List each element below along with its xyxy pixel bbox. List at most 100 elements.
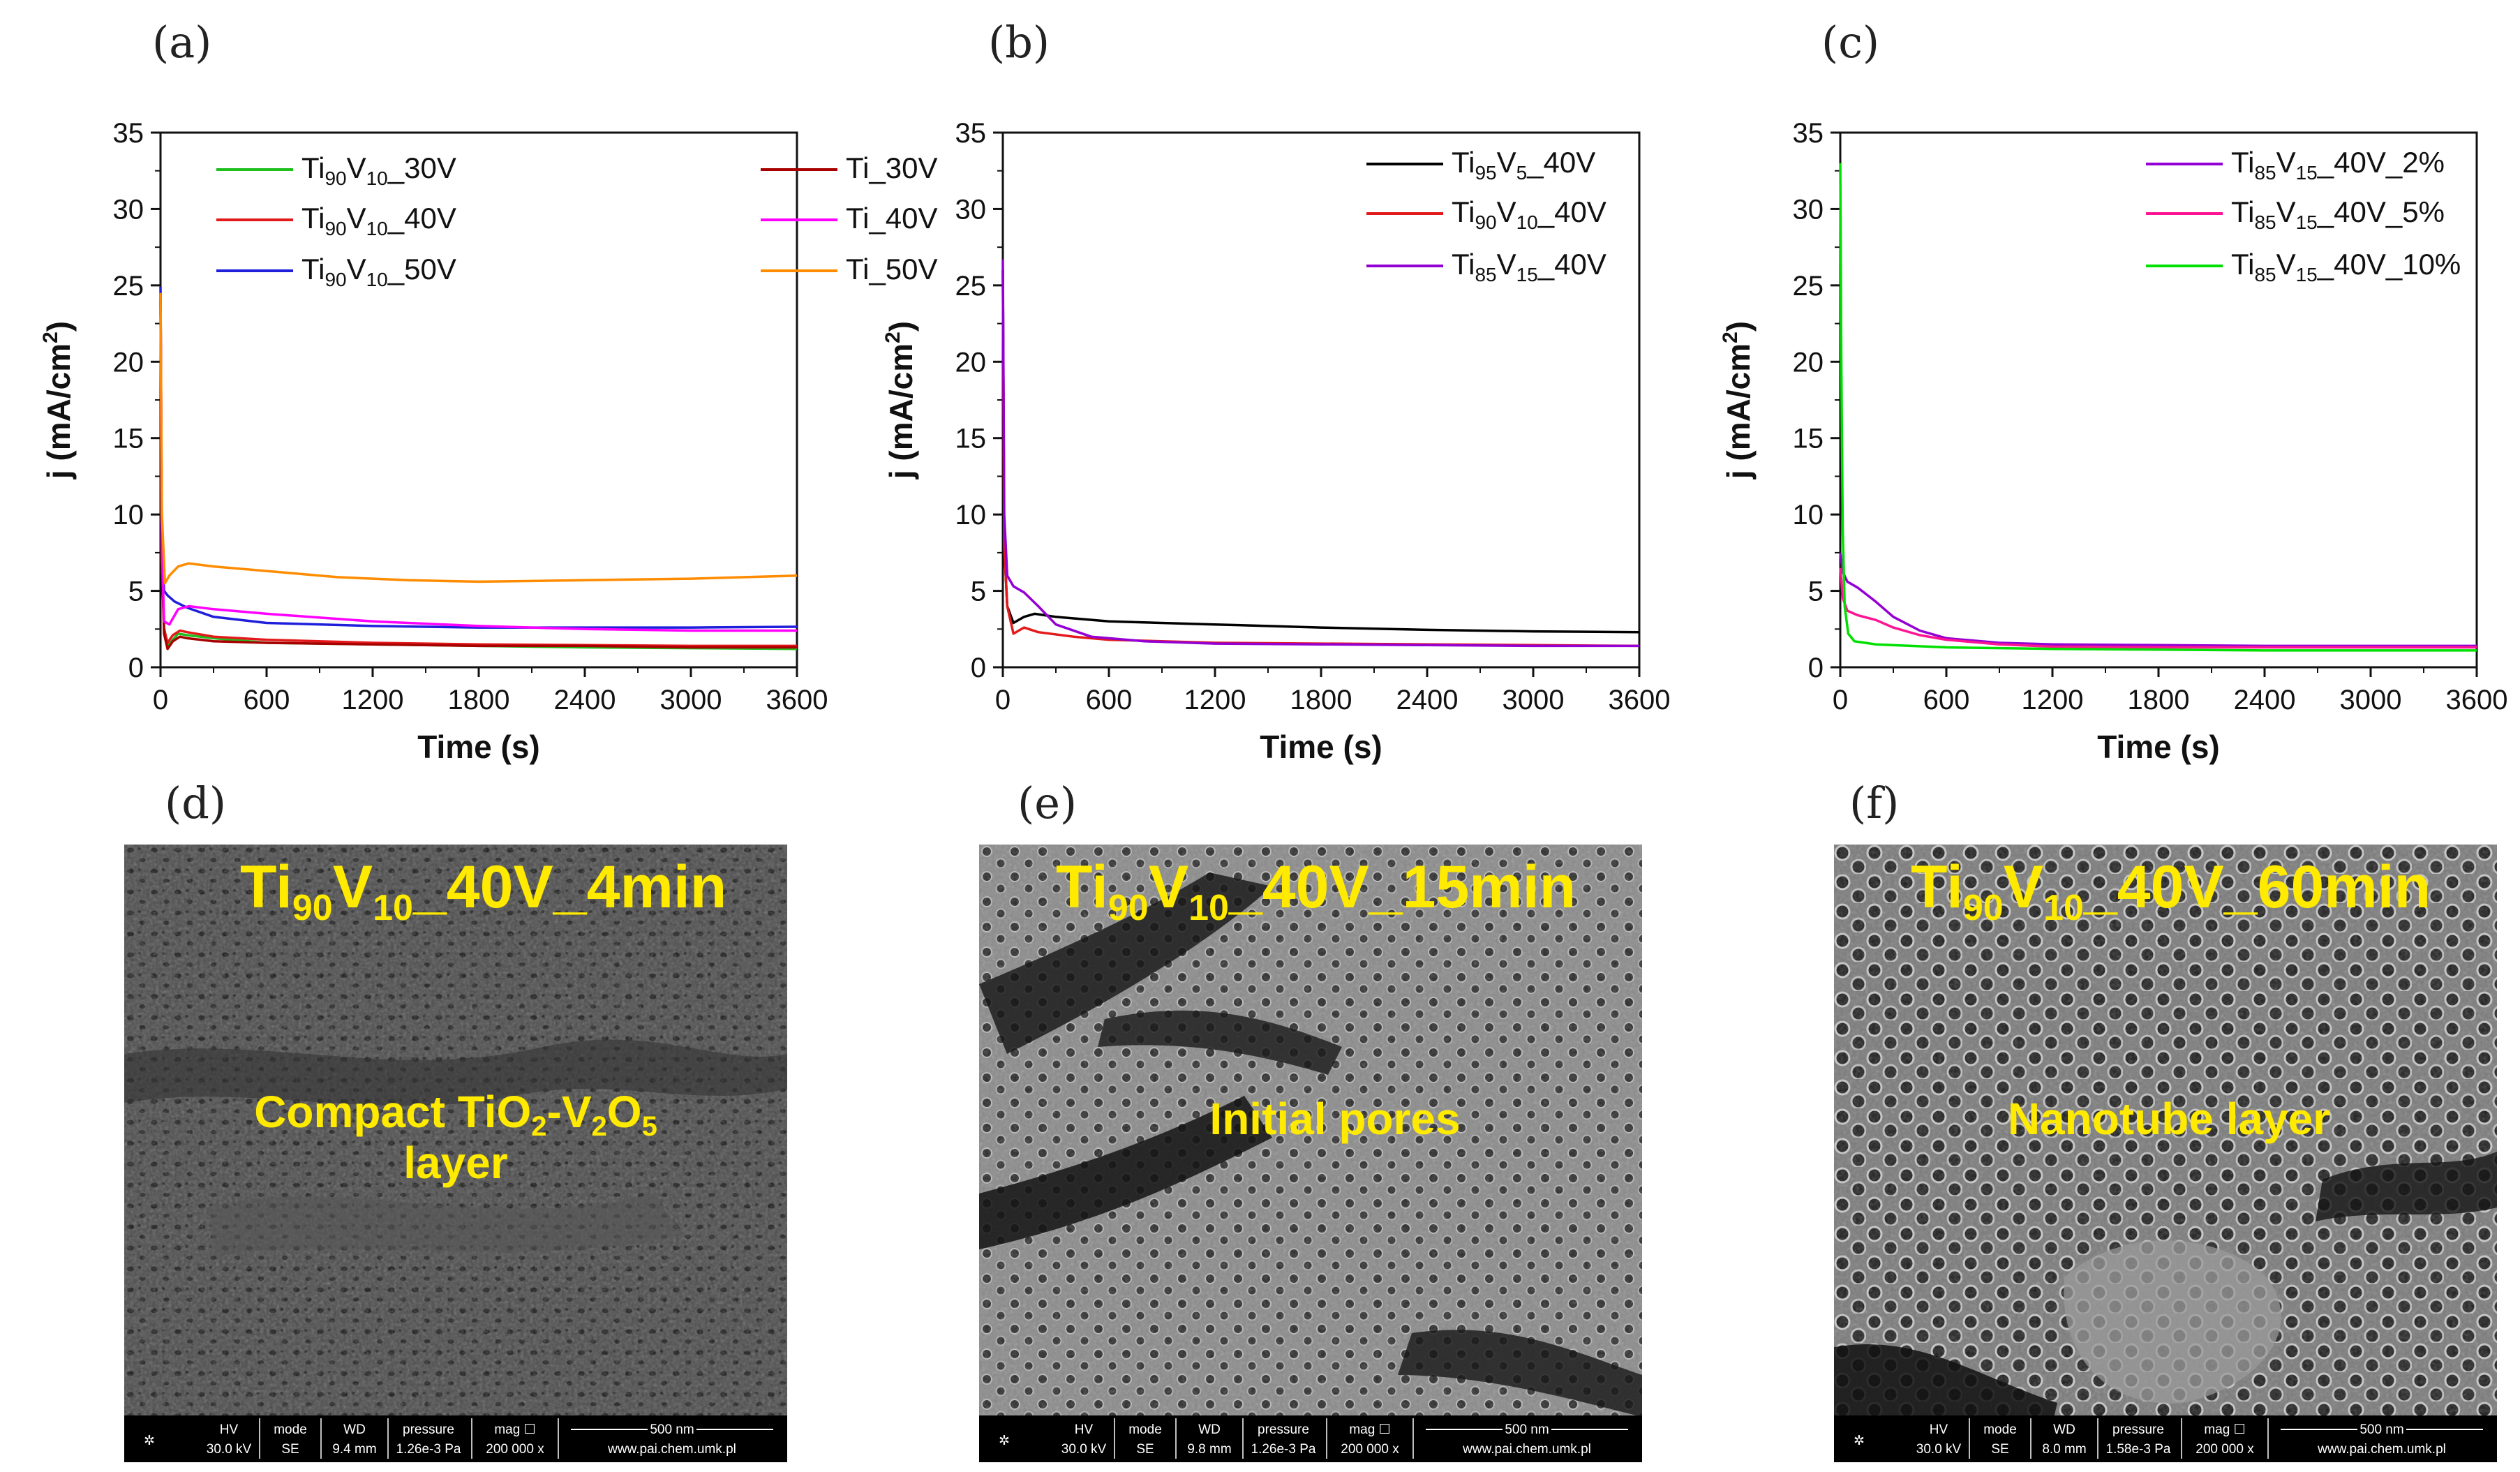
legend-sub: 10: [1516, 211, 1538, 233]
y-axis-title-sup: 2: [39, 332, 62, 343]
series-line-Ti90V10_30V: [159, 292, 798, 650]
legend-sub: 95: [1475, 162, 1496, 184]
databar-value: SE: [1991, 1442, 2008, 1457]
legend-label: Ti95V5_40V: [1452, 146, 1595, 184]
series-line-Ti90V10_50V: [159, 286, 798, 629]
sem-crack-e3: [979, 1096, 1272, 1249]
y-axis-title-close: ): [883, 321, 919, 332]
chart-panel-a: (a) 0 600 1200 1800 2400 3000 3600 0 5 10 15 20 25 30 3…: [39, 17, 938, 765]
x-tick-label: 600: [244, 685, 290, 715]
legend-suffix: _40V_5%: [2317, 195, 2445, 228]
y-tick-label: 15: [955, 424, 987, 454]
legend-mid: V: [2276, 248, 2296, 281]
legend-label: Ti_40V: [846, 202, 938, 235]
legend-suffix: _30V: [868, 151, 937, 184]
legend-base: Ti: [846, 151, 869, 184]
y-axis-title: j (mA/cm2): [881, 321, 919, 479]
legend-mid: V: [1497, 146, 1516, 179]
y-axis-title-sup: 2: [1719, 332, 1742, 343]
legend-mid: V: [1497, 248, 1516, 281]
databar-header: pressure: [403, 1422, 454, 1437]
databar-value: SE: [281, 1442, 299, 1457]
x-tick-label: 3600: [1609, 685, 1671, 715]
plot-frame: [159, 131, 798, 669]
databar-value: 1.26e-3 Pa: [396, 1442, 461, 1457]
legend-sub: 90: [325, 218, 346, 239]
x-tick-label: 2400: [1396, 685, 1459, 715]
legend-suffix: _40V: [1526, 146, 1595, 179]
series-line-Ti85V15_40V_5%: [1839, 567, 2477, 649]
databar-value: 200 000 x: [2195, 1442, 2254, 1457]
databar-url: www.pai.chem.umk.pl: [607, 1442, 736, 1457]
y-tick-label: 25: [1793, 271, 1824, 302]
panel-letter-e: (e): [1017, 778, 1077, 828]
databar-header: mag ☐: [1349, 1422, 1390, 1437]
y-tick-label: 30: [113, 194, 144, 225]
scale-bar-gap: [1503, 1421, 1551, 1436]
legend-mid: V: [347, 202, 366, 235]
x-axis-title: Time (s): [1260, 729, 1382, 765]
panel-letter: (c): [1821, 17, 1879, 68]
y-tick-label: 5: [971, 577, 986, 607]
databar-url: www.pai.chem.umk.pl: [1462, 1442, 1591, 1457]
databar-url: www.pai.chem.umk.pl: [2317, 1442, 2446, 1457]
legend-suffix: _40V: [1537, 195, 1606, 228]
y-axis-title-sup: 2: [881, 332, 904, 343]
sem-crack-e1: [979, 872, 1272, 1054]
databar-value: SE: [1136, 1442, 1154, 1457]
x-tick-label: 3600: [766, 685, 828, 715]
legend-sub: 85: [2254, 264, 2276, 285]
legend-label: Ti85V15_40V_2%: [2231, 146, 2445, 184]
databar-value: 1.58e-3 Pa: [2106, 1442, 2171, 1457]
x-axis-title: Time (s): [2097, 729, 2220, 765]
x-tick-label: 3000: [660, 685, 722, 715]
y-tick-label: 10: [1793, 500, 1824, 530]
legend-label: Ti90V10_50V: [301, 253, 456, 290]
legend-base: Ti: [846, 253, 869, 285]
legend-sub: 90: [1475, 211, 1496, 233]
series-line-Ti90V10_40V: [1001, 269, 1640, 648]
y-tick-label: 25: [113, 271, 144, 302]
y-tick-label: 5: [128, 577, 144, 607]
x-tick-label: 3600: [2446, 685, 2508, 715]
legend-label: Ti_50V: [846, 253, 938, 285]
databar-header: mag ☐: [494, 1422, 535, 1437]
series-line-Ti_30V: [159, 300, 797, 650]
sem-title-f: Ti90V10_40V_60min: [1911, 854, 2431, 928]
y-tick-label: 20: [1793, 347, 1824, 378]
y-tick-label: 0: [1808, 653, 1824, 683]
x-tick-label: 0: [153, 685, 168, 715]
y-tick-label: 35: [113, 118, 144, 149]
databar-value: 30.0 kV: [1916, 1442, 1962, 1457]
y-tick-label: 15: [1793, 424, 1824, 454]
series-line-Ti85V15_40V: [1001, 259, 1639, 648]
y-tick-label: 0: [128, 653, 144, 683]
y-tick-label: 5: [1808, 577, 1824, 607]
sem-crack-e4: [1398, 1330, 1642, 1417]
sem-label-f: Nanotube layer: [2008, 1094, 2330, 1144]
databar-value: 8.0 mm: [2042, 1442, 2086, 1457]
x-tick-label: 1200: [1184, 685, 1246, 715]
legend-base: Ti: [1452, 195, 1475, 228]
scale-bar-label: 500 nm: [2359, 1422, 2403, 1437]
legend-suffix: _40V_10%: [2317, 248, 2461, 281]
legend-suffix: _30V: [387, 151, 456, 184]
sem-label-d-line1: Compact TiO2-V2O5: [254, 1087, 657, 1142]
legend-mid: V: [1497, 195, 1516, 228]
legend-mid: V: [347, 253, 366, 285]
legend-mid: V: [2276, 146, 2296, 179]
databar-header: mode: [1983, 1422, 2017, 1437]
panel-letter-d: (d): [165, 778, 226, 828]
series-line-Ti85V15_40V_10%: [1839, 163, 2477, 652]
legend-sub: 10: [366, 168, 388, 189]
y-axis-title-close: ): [1720, 321, 1757, 332]
scale-bar-gap: [2357, 1421, 2406, 1436]
legend-sub: 10: [366, 269, 388, 290]
fei-logo-icon: ✲: [1854, 1434, 1865, 1448]
databar-header: mode: [1128, 1422, 1162, 1437]
databar-value: 30.0 kV: [1061, 1442, 1107, 1457]
legend-base: Ti: [301, 202, 325, 235]
sem-label-e: Initial pores: [1209, 1094, 1460, 1144]
legend-suffix: _40V: [387, 202, 456, 235]
y-tick-label: 10: [113, 500, 144, 530]
